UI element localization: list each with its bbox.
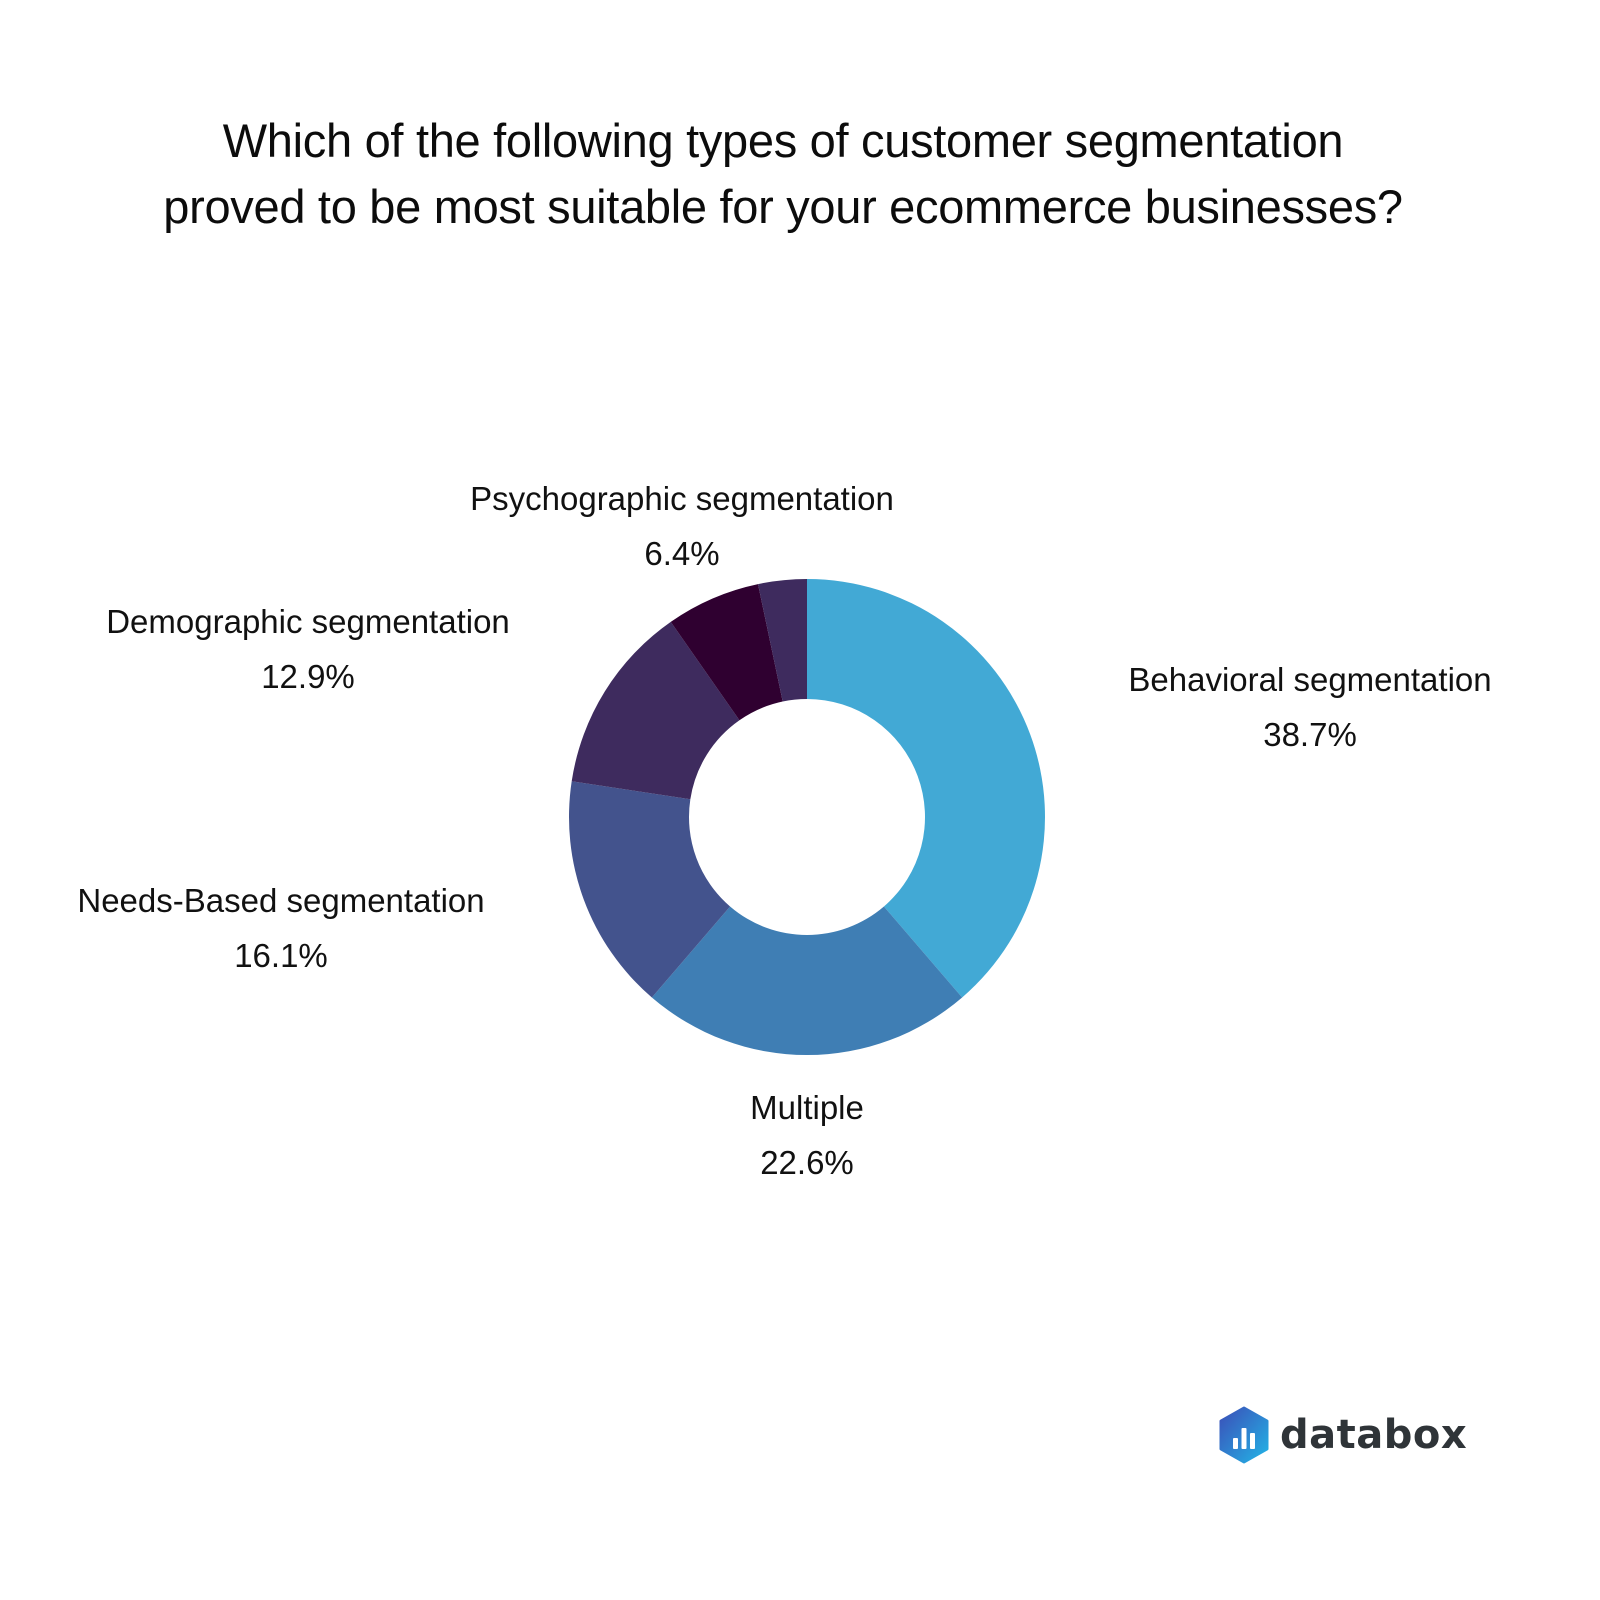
chart-title: Which of the following types of customer… — [0, 108, 1566, 240]
label-demographic-segmentation: Demographic segmentation 12.9% — [106, 594, 510, 704]
label-behavioral-segmentation: Behavioral segmentation 38.7% — [1128, 652, 1491, 762]
label-category: Demographic segmentation — [106, 603, 510, 640]
chart-title-line-2: proved to be most suitable for your ecom… — [163, 180, 1403, 233]
slice-psychographic-segmentation — [670, 584, 783, 721]
label-value: 22.6% — [760, 1144, 854, 1181]
label-needs-based-segmentation: Needs-Based segmentation 16.1% — [77, 873, 484, 983]
label-psychographic-segmentation: Psychographic segmentation 6.4% — [470, 471, 894, 581]
databox-hexagon-bar-chart-icon — [1219, 1406, 1269, 1464]
slice-demographic-segmentation — [571, 621, 740, 800]
label-value: 16.1% — [234, 937, 328, 974]
slice-needs-based-segmentation — [569, 781, 731, 998]
label-value: 6.4% — [644, 535, 720, 572]
brand-name: databox — [1280, 1412, 1468, 1458]
slice-multiple — [651, 906, 963, 1055]
label-category: Needs-Based segmentation — [77, 882, 485, 919]
chart-title-line-1: Which of the following types of customer… — [222, 114, 1344, 167]
label-category: Multiple — [750, 1089, 864, 1126]
label-value: 12.9% — [261, 658, 355, 695]
label-multiple: Multiple 22.6% — [750, 1080, 864, 1190]
label-value: 38.7% — [1263, 716, 1357, 753]
slice-behavioral-segmentation — [807, 579, 1045, 998]
slice-other — [758, 579, 807, 702]
brand-logo: databox — [1218, 1406, 1467, 1464]
label-category: Behavioral segmentation — [1128, 661, 1492, 698]
label-category: Psychographic segmentation — [470, 480, 894, 517]
